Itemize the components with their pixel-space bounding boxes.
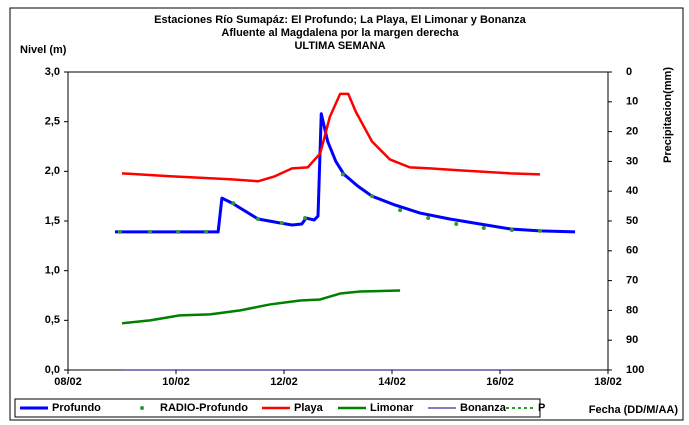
x-tick-label: 12/02 — [270, 376, 298, 388]
y-tick-label: 0,5 — [45, 314, 60, 326]
y2-tick-label: 80 — [626, 304, 638, 316]
y-tick-label: 2,5 — [45, 116, 60, 128]
y-tick-label: 0,0 — [45, 364, 60, 376]
data-point — [537, 228, 542, 233]
legend-label: Playa — [294, 402, 324, 414]
y2-tick-label: 100 — [626, 364, 644, 376]
data-point — [454, 221, 459, 226]
legend-label: Limonar — [370, 402, 414, 414]
y2-tick-label: 40 — [626, 185, 638, 197]
y2-tick-label: 20 — [626, 126, 638, 138]
data-point — [148, 229, 153, 234]
legend-frame — [14, 398, 541, 418]
data-point — [398, 208, 403, 213]
legend-label: P — [538, 402, 545, 414]
data-point — [509, 227, 514, 232]
data-line — [114, 112, 576, 234]
data-point — [303, 216, 308, 221]
y-tick-label: 1,5 — [45, 215, 60, 227]
y2-tick-label: 60 — [626, 245, 638, 257]
legend-symbol — [140, 406, 144, 410]
data-point — [204, 229, 209, 234]
y2-axis-label: Precipitacion(mm) — [662, 67, 674, 163]
legend-label: RADIO-Profundo — [160, 402, 248, 414]
data-point — [231, 201, 236, 206]
data-point — [176, 229, 181, 234]
legend-label: Bonanza — [460, 402, 507, 414]
x-tick-label: 18/02 — [594, 376, 622, 388]
x-tick-label: 16/02 — [486, 376, 514, 388]
data-point — [256, 217, 261, 222]
data-point — [481, 225, 486, 230]
legend-label: Profundo — [52, 402, 101, 414]
y2-tick-label: 10 — [626, 96, 638, 108]
x-tick-label: 08/02 — [54, 376, 82, 388]
y2-tick-label: 0 — [626, 66, 632, 78]
x-axis-label: Fecha (DD/M/AA) — [589, 404, 679, 416]
y-tick-label: 3,0 — [45, 66, 60, 78]
chart-subtitle: ULTIMA SEMANA — [294, 40, 385, 52]
plot-frame — [67, 71, 609, 371]
y2-tick-label: 70 — [626, 275, 638, 287]
chart-subtitle: Afluente al Magdalena por la margen dere… — [221, 27, 459, 39]
data-point — [426, 216, 431, 221]
x-tick-label: 14/02 — [378, 376, 406, 388]
data-point — [340, 172, 345, 177]
data-line — [121, 289, 401, 325]
y2-tick-label: 30 — [626, 155, 638, 167]
y2-tick-label: 90 — [626, 334, 638, 346]
data-point — [117, 229, 122, 234]
data-point — [279, 220, 284, 225]
y-axis-label: Nivel (m) — [20, 44, 67, 56]
x-tick-label: 10/02 — [162, 376, 190, 388]
y2-tick-label: 50 — [626, 215, 638, 227]
y-tick-label: 2,0 — [45, 165, 60, 177]
chart-title: Estaciones Río Sumapáz: El Profundo; La … — [154, 14, 527, 26]
data-point — [370, 194, 375, 199]
data-line — [121, 92, 541, 183]
y-tick-label: 1,0 — [45, 265, 60, 277]
